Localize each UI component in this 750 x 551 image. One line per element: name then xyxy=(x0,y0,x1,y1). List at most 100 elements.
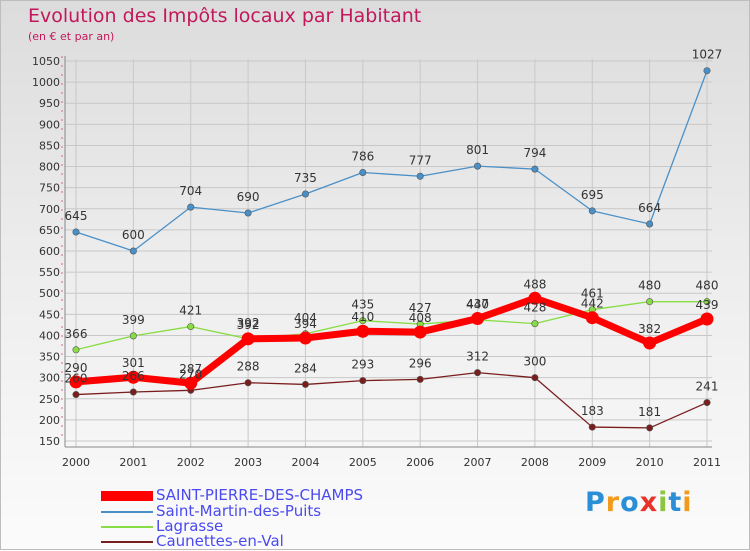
logo-letter: i xyxy=(682,487,693,518)
x-tick-label: 2003 xyxy=(234,456,262,469)
y-tick-label: 600 xyxy=(39,245,60,258)
x-tick-label: 2004 xyxy=(291,456,319,469)
data-point-saint-martin xyxy=(301,190,309,198)
data-point-saint-pierre xyxy=(298,331,312,345)
data-label-saint-pierre: 488 xyxy=(523,277,546,291)
data-point-lagrasse xyxy=(72,346,80,354)
data-label-caunettes: 266 xyxy=(122,369,145,383)
series-line-lagrasse xyxy=(75,301,707,351)
data-label-saint-martin: 690 xyxy=(237,190,260,204)
data-label-lagrasse: 404 xyxy=(294,311,317,325)
data-label-saint-martin: 645 xyxy=(65,209,88,223)
data-label-saint-pierre: 408 xyxy=(409,311,432,325)
data-point-saint-martin xyxy=(703,67,711,75)
data-label-saint-pierre: 382 xyxy=(638,322,661,336)
data-label-lagrasse: 437 xyxy=(466,297,489,311)
data-point-saint-martin xyxy=(187,203,195,211)
data-point-saint-pierre xyxy=(585,311,599,325)
data-label-saint-pierre: 287 xyxy=(179,362,202,376)
data-point-saint-pierre xyxy=(356,324,370,338)
data-label-saint-pierre: 442 xyxy=(581,297,604,311)
data-label-lagrasse: 392 xyxy=(237,316,260,330)
y-tick-label: 500 xyxy=(39,287,60,300)
logo-letter: r xyxy=(605,487,621,518)
data-point-caunettes xyxy=(646,424,654,432)
data-point-lagrasse xyxy=(646,298,654,306)
logo-letter: o xyxy=(620,487,640,518)
x-tick-label: 2002 xyxy=(177,456,205,469)
data-point-saint-pierre xyxy=(528,291,542,305)
data-point-caunettes xyxy=(72,391,80,399)
data-point-caunettes xyxy=(474,369,482,377)
series-line-caunettes xyxy=(75,371,708,429)
data-label-caunettes: 241 xyxy=(696,380,719,394)
data-label-caunettes: 296 xyxy=(409,356,432,370)
legend-label: SAINT-PIERRE-DES-CHAMPS xyxy=(156,486,364,504)
y-tick-label: 1000 xyxy=(32,76,60,89)
data-point-saint-martin xyxy=(588,207,596,215)
data-point-caunettes xyxy=(301,380,309,388)
logo-letter: x xyxy=(639,487,659,518)
data-point-saint-pierre xyxy=(471,312,485,326)
x-tick-label: 2009 xyxy=(578,456,606,469)
data-label-saint-martin: 777 xyxy=(409,153,432,167)
data-label-caunettes: 293 xyxy=(351,358,374,372)
legend-swatch xyxy=(101,526,153,528)
y-tick-label: 400 xyxy=(39,329,60,342)
data-point-caunettes xyxy=(416,375,424,383)
data-point-caunettes xyxy=(588,423,596,431)
data-point-lagrasse xyxy=(187,323,195,331)
data-label-saint-pierre: 440 xyxy=(466,298,489,312)
x-tick-label: 2001 xyxy=(119,456,147,469)
x-tick-label: 2010 xyxy=(636,456,664,469)
data-label-lagrasse: 428 xyxy=(523,301,546,315)
series-line-saint-pierre xyxy=(75,294,709,387)
logo-letter: i xyxy=(658,487,669,518)
data-point-saint-pierre xyxy=(643,336,657,350)
legend-swatch xyxy=(101,491,153,501)
y-tick-label: 850 xyxy=(39,139,60,152)
y-tick-label: 350 xyxy=(39,351,60,364)
data-point-saint-martin xyxy=(72,228,80,236)
data-label-saint-pierre: 392 xyxy=(237,318,260,332)
legend-swatch xyxy=(101,511,153,513)
x-tick-label: 2006 xyxy=(406,456,434,469)
data-point-lagrasse xyxy=(129,332,137,340)
data-label-lagrasse: 427 xyxy=(409,301,432,315)
legend-label: Saint-Martin-des-Puits xyxy=(156,502,322,520)
y-tick-label: 550 xyxy=(39,266,60,279)
x-tick-label: 2008 xyxy=(521,456,549,469)
data-label-saint-martin: 1027 xyxy=(692,48,723,62)
x-tick-label: 2005 xyxy=(349,456,377,469)
data-label-saint-martin: 695 xyxy=(581,188,604,202)
data-point-lagrasse xyxy=(703,298,711,306)
y-tick-label: 700 xyxy=(39,203,60,216)
data-label-saint-martin: 600 xyxy=(122,228,145,242)
y-tick-label: 750 xyxy=(39,182,60,195)
y-tick-label: 650 xyxy=(39,224,60,237)
y-tick-label: 200 xyxy=(39,414,60,427)
data-label-saint-pierre: 301 xyxy=(122,356,145,370)
data-point-saint-pierre xyxy=(700,312,714,326)
data-label-saint-martin: 735 xyxy=(294,171,317,185)
chart-title: Evolution des Impôts locaux par Habitant xyxy=(28,5,422,27)
data-label-saint-martin: 801 xyxy=(466,143,489,157)
y-tick-label: 900 xyxy=(39,118,60,131)
y-tick-label: 1050 xyxy=(32,55,60,68)
logo-letter: t xyxy=(668,487,683,518)
y-tick-label: 150 xyxy=(39,435,60,448)
data-point-saint-pierre xyxy=(69,375,83,389)
data-point-saint-martin xyxy=(416,172,424,180)
data-label-caunettes: 181 xyxy=(638,405,661,419)
data-label-lagrasse: 421 xyxy=(179,304,202,318)
y-tick-label: 450 xyxy=(39,308,60,321)
x-tick-label: 2011 xyxy=(693,456,721,469)
y-tick-label: 950 xyxy=(39,97,60,110)
data-point-saint-martin xyxy=(359,168,367,176)
y-tick-label: 250 xyxy=(39,393,60,406)
data-point-caunettes xyxy=(531,374,539,382)
data-point-caunettes xyxy=(703,399,711,407)
data-label-caunettes: 260 xyxy=(65,372,88,386)
data-label-saint-martin: 786 xyxy=(351,149,374,163)
